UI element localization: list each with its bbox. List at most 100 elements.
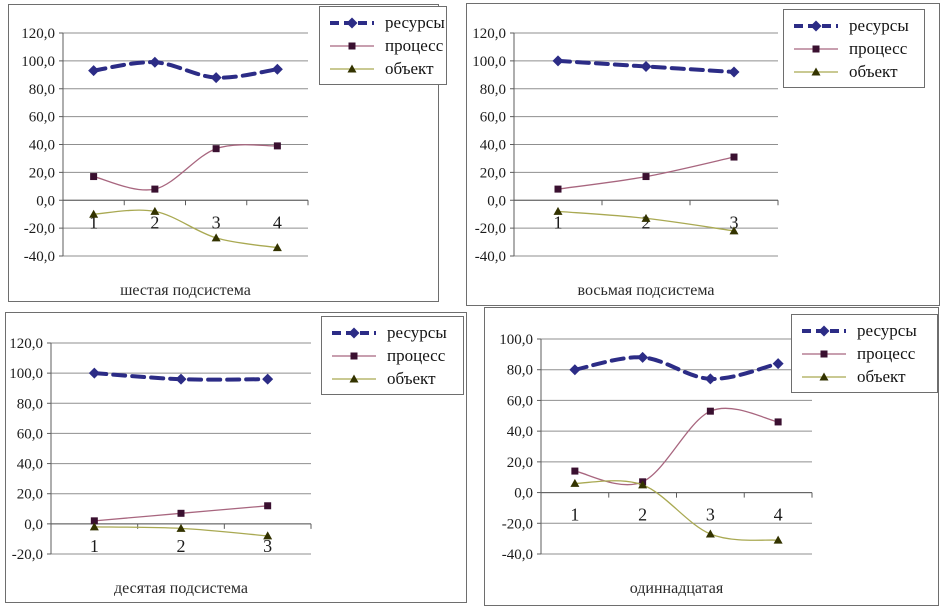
svg-text:0,0: 0,0 [36,193,55,209]
svg-text:40,0: 40,0 [29,138,55,154]
svg-text:1: 1 [90,536,99,556]
svg-text:20,0: 20,0 [17,487,43,503]
svg-text:4: 4 [774,505,783,525]
legend-label-object: объект [849,61,898,81]
svg-text:0,0: 0,0 [487,193,506,209]
svg-text:2: 2 [642,212,651,232]
svg-text:20,0: 20,0 [507,455,533,471]
chart-title: десятая подсистема [114,580,248,597]
svg-text:60,0: 60,0 [29,110,55,126]
series-process [571,407,782,486]
svg-text:2: 2 [150,212,159,232]
eighth-subsystem-chart-panel: -40,0 -20,0 0,0 20,0 40,0 60,0 80,0 100,0 120,0 1… [466,3,940,306]
legend-label-object: объект [857,366,906,386]
legend-item-process: процесс [329,34,444,57]
svg-text:60,0: 60,0 [480,110,506,126]
legend-label-resources: ресурсы [387,322,447,342]
svg-text:1: 1 [89,212,98,232]
svg-text:40,0: 40,0 [507,424,533,440]
tenth-subsystem-plot: -20,0 0,0 20,0 40,0 60,0 80,0 100,0 120,0 1 2 3 [9,336,312,563]
legend-label-resources: ресурсы [857,320,917,340]
svg-text:100,0: 100,0 [499,332,533,348]
legend-item-process: процесс [793,37,920,60]
process-line-sample-icon [332,352,376,359]
process-line-sample-icon [330,42,374,49]
tenth-subsystem-chart-panel: -20,0 0,0 20,0 40,0 60,0 80,0 100,0 120,0 1 2 3 ре… [5,312,467,603]
svg-text:20,0: 20,0 [480,165,506,181]
svg-text:20,0: 20,0 [29,165,55,181]
legend-item-process: процесс [801,342,933,365]
series-object [89,522,273,540]
svg-text:80,0: 80,0 [480,82,506,98]
legend-label-process: процесс [387,345,446,365]
resources-line-sample-icon [332,327,376,338]
resources-line-sample-icon [802,325,846,336]
legend-item-resources: ресурсы [793,14,920,37]
svg-text:0,0: 0,0 [514,486,533,502]
svg-text:100,0: 100,0 [21,54,55,70]
svg-text:-40,0: -40,0 [502,547,533,563]
object-line-sample-icon [332,374,376,382]
svg-text:100,0: 100,0 [9,366,43,382]
svg-text:40,0: 40,0 [17,457,43,473]
series-resources [569,351,784,385]
chart-title: одиннадцатая [629,580,724,597]
series-resources [88,367,274,385]
svg-text:-20,0: -20,0 [24,221,55,237]
svg-text:3: 3 [263,536,272,556]
svg-text:80,0: 80,0 [17,396,43,412]
sixth-subsystem-plot: -40,0 -20,0 0,0 20,0 40,0 60,0 80,0 100,0 120,0 1… [21,26,309,265]
chart-title: восьмая подсистема [577,282,715,299]
legend-label-object: объект [385,58,434,78]
object-line-sample-icon [330,64,374,72]
gridlines [537,338,812,555]
legend: ресурсы процесс объект [783,9,925,88]
legend-label-process: процесс [385,35,444,55]
process-line-sample-icon [802,350,846,357]
legend-label-process: процесс [849,38,908,58]
svg-text:3: 3 [212,212,221,232]
resources-line-sample-icon [794,20,838,31]
svg-text:60,0: 60,0 [507,393,533,409]
series-object [570,478,783,544]
svg-text:100,0: 100,0 [472,54,506,70]
svg-text:1: 1 [554,212,563,232]
legend-item-object: объект [801,365,933,388]
series-resources [88,56,283,84]
legend-item-object: объект [331,367,459,390]
svg-text:60,0: 60,0 [17,426,43,442]
svg-text:2: 2 [177,536,186,556]
svg-text:3: 3 [706,505,715,525]
legend-label-object: объект [387,368,436,388]
legend-item-resources: ресурсы [331,321,459,344]
legend: ресурсы процесс объект [791,314,938,393]
svg-text:3: 3 [730,212,739,232]
svg-text:-20,0: -20,0 [502,516,533,532]
eleventh-plot: -40,0 -20,0 0,0 20,0 40,0 60,0 80,0 100,0 1 2 3 4 [499,332,813,563]
legend: ресурсы процесс объект [321,316,464,395]
legend-item-process: процесс [331,344,459,367]
legend-label-resources: ресурсы [385,12,445,32]
series-resources [552,55,740,78]
svg-text:120,0: 120,0 [9,336,43,352]
series-process [554,153,738,193]
svg-text:0,0: 0,0 [24,517,43,533]
svg-text:40,0: 40,0 [480,138,506,154]
svg-text:80,0: 80,0 [29,82,55,98]
svg-text:120,0: 120,0 [21,26,55,42]
svg-text:4: 4 [273,212,282,232]
legend: ресурсы процесс объект [319,6,447,85]
svg-text:1: 1 [570,505,579,525]
object-line-sample-icon [794,67,838,75]
svg-text:80,0: 80,0 [507,363,533,379]
gridlines [47,342,311,555]
legend-item-resources: ресурсы [329,11,445,34]
object-line-sample-icon [802,372,846,380]
svg-text:-40,0: -40,0 [24,249,55,265]
series-object [89,206,282,252]
svg-text:2: 2 [638,505,647,525]
svg-text:-20,0: -20,0 [12,547,43,563]
svg-text:-20,0: -20,0 [475,221,506,237]
series-process [90,142,281,193]
